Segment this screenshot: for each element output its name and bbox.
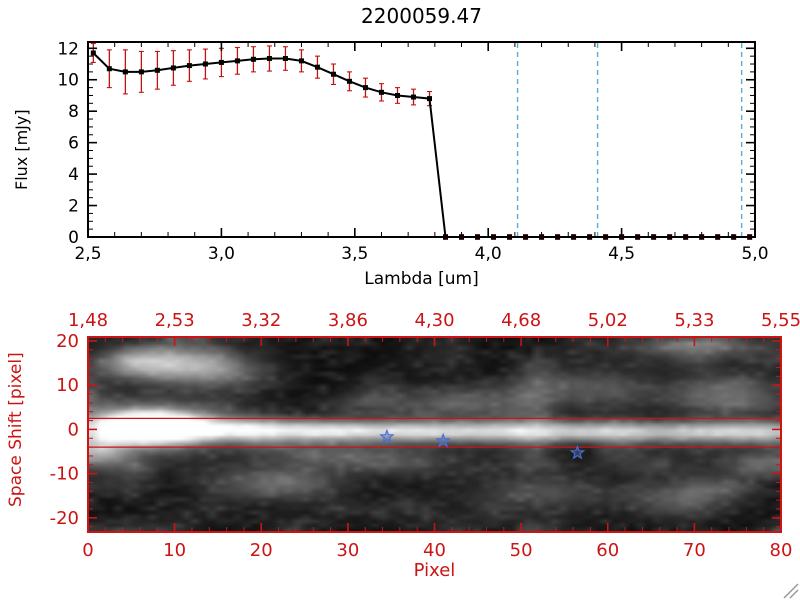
data-marker xyxy=(635,234,641,240)
tick-label: 8 xyxy=(68,102,79,122)
data-marker xyxy=(523,234,529,240)
wavelength-label: 3,86 xyxy=(328,310,368,331)
tick-label: 30 xyxy=(336,540,359,561)
data-marker xyxy=(314,64,320,70)
tick-label: 20 xyxy=(56,331,79,352)
tick-label: 0 xyxy=(82,540,93,561)
image-plot: 0 1,48 10 2,53 20 3,32 30 3,86 40 4,30 50 4,68 60 5,0… xyxy=(50,310,800,561)
star-marker xyxy=(569,444,586,460)
data-marker xyxy=(90,50,96,56)
wavelength-label: 1,48 xyxy=(68,310,108,331)
tick-label: 70 xyxy=(683,540,706,561)
wavelength-label: 4,68 xyxy=(501,310,541,331)
data-marker xyxy=(651,234,657,240)
tick-label: -10 xyxy=(50,464,79,485)
image-frame xyxy=(87,336,782,533)
data-marker xyxy=(715,234,721,240)
data-marker xyxy=(234,58,240,64)
data-marker xyxy=(346,78,352,84)
spectrum-plot: 2,5 3,0 3,5 4,0 4,5 5,0 0 2 4 6 8 10 12 xyxy=(57,39,768,264)
data-marker xyxy=(587,234,593,240)
data-marker xyxy=(298,58,304,64)
tick-label: 60 xyxy=(596,540,619,561)
data-marker xyxy=(603,234,609,240)
data-marker xyxy=(683,234,689,240)
data-marker xyxy=(138,69,144,75)
tick-label: 80 xyxy=(770,540,793,561)
flux-line xyxy=(92,52,750,238)
tick-label: 2,5 xyxy=(74,244,101,264)
data-marker xyxy=(154,67,160,73)
lambda-axis-label: Lambda [um] xyxy=(364,269,479,289)
data-marker xyxy=(282,56,288,62)
tick-label: 3,5 xyxy=(341,244,368,264)
tick-label: -20 xyxy=(50,508,79,529)
wavelength-label: 5,33 xyxy=(674,310,714,331)
data-marker xyxy=(491,234,497,240)
tick-label: 10 xyxy=(163,540,186,561)
star-marker xyxy=(379,428,395,444)
data-marker xyxy=(202,61,208,67)
data-marker xyxy=(250,56,256,62)
chart-title: 2200059.47 xyxy=(361,4,482,28)
data-marker xyxy=(266,56,272,62)
resize-grip-icon[interactable] xyxy=(783,583,799,599)
data-marker xyxy=(475,234,481,240)
tick-label: 5,0 xyxy=(741,244,768,264)
data-marker xyxy=(378,89,384,95)
tick-label: 40 xyxy=(423,540,446,561)
data-marker xyxy=(218,59,224,65)
wavelength-label: 2,53 xyxy=(155,310,195,331)
data-marker xyxy=(330,71,336,77)
plot-frame xyxy=(87,41,756,238)
tick-label: 50 xyxy=(510,540,533,561)
data-marker xyxy=(507,234,513,240)
wavelength-label: 4,30 xyxy=(414,310,454,331)
tick-label: 12 xyxy=(57,39,79,59)
pixel-axis-label: Pixel xyxy=(413,560,456,581)
tick-label: 0 xyxy=(68,228,79,248)
data-marker xyxy=(186,63,192,69)
data-marker xyxy=(427,96,433,102)
tick-label: 4,0 xyxy=(475,244,502,264)
data-marker xyxy=(555,234,561,240)
wavelength-label: 5,55 xyxy=(761,310,800,331)
data-marker xyxy=(394,92,400,98)
star-marker xyxy=(435,432,451,448)
tick-label: 10 xyxy=(56,375,79,396)
data-marker xyxy=(410,94,416,100)
wavelength-label: 5,02 xyxy=(588,310,628,331)
tick-label: 4,5 xyxy=(608,244,635,264)
tick-label: 10 xyxy=(57,71,79,91)
data-marker xyxy=(667,234,673,240)
tick-label: 6 xyxy=(68,134,79,154)
tick-label: 20 xyxy=(250,540,273,561)
data-marker xyxy=(122,69,128,75)
wavelength-label: 3,32 xyxy=(241,310,281,331)
tick-label: 4 xyxy=(68,165,79,185)
data-marker xyxy=(170,65,176,71)
data-marker xyxy=(106,66,112,72)
tick-label: 0 xyxy=(68,419,79,440)
data-marker xyxy=(571,234,577,240)
data-marker xyxy=(362,85,368,91)
spectral-image xyxy=(88,337,781,532)
data-marker xyxy=(731,234,737,240)
tick-label: 3,0 xyxy=(208,244,235,264)
tick-label: 2 xyxy=(68,197,79,217)
data-marker xyxy=(443,234,449,240)
